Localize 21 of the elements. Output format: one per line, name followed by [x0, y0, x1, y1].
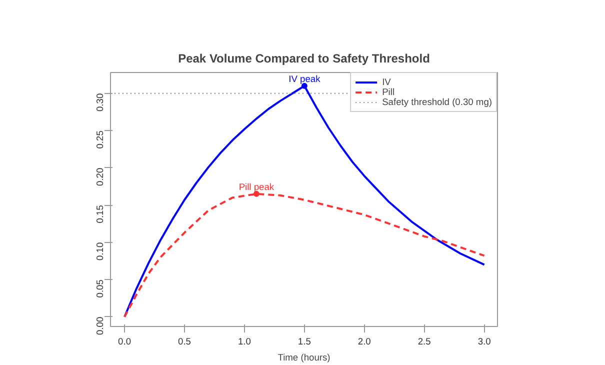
x-tick-label: 0.5 [178, 336, 191, 346]
y-tick-label: 0.30 [95, 93, 105, 112]
y-tick-label: 0.25 [95, 130, 105, 149]
x-tick-label: 3.0 [478, 336, 491, 346]
y-tick-label: 0.15 [95, 205, 105, 224]
x-tick-label: 1.5 [298, 336, 311, 346]
y-tick-label: 0.05 [95, 280, 105, 298]
legend-label: IV [382, 77, 392, 87]
legend-label: Safety threshold (0.30 mg) [382, 97, 492, 107]
y-tick-label: 0.10 [95, 242, 105, 260]
chart-title: Peak Volume Compared to Safety Threshold [178, 52, 430, 66]
x-axis-title: Time (hours) [278, 352, 330, 362]
legend-label: Pill [382, 87, 396, 97]
x-tick-label: 1.0 [238, 336, 251, 346]
x-tick-label: 0.0 [118, 336, 132, 346]
x-tick-label: 2.0 [358, 336, 371, 346]
annotation: Pill peak [238, 182, 274, 192]
annotation: IV peak [288, 74, 321, 84]
y-tick-label: 0.00 [95, 316, 105, 335]
y-tick-label: 0.20 [95, 168, 105, 186]
x-tick-label: 2.5 [418, 336, 431, 346]
